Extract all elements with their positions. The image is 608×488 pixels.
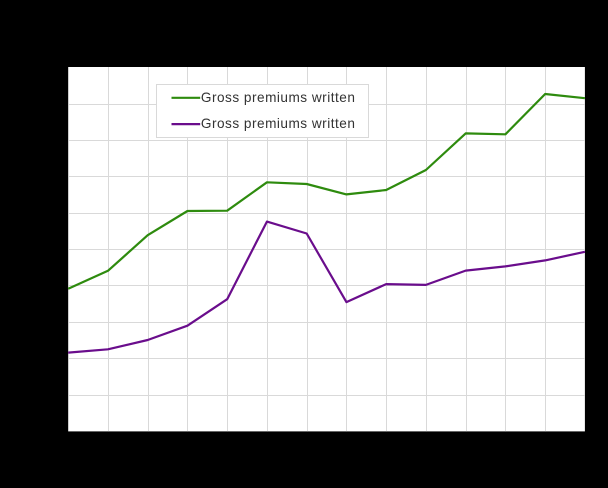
svg-text:Gross premiums written: Gross premiums written [201, 116, 356, 131]
svg-text:Gross premiums written: Gross premiums written [201, 90, 356, 105]
